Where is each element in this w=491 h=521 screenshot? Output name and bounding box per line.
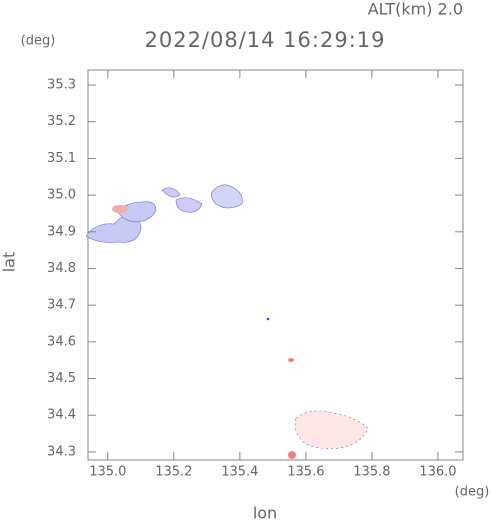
y-tick-label: 35.3 bbox=[47, 78, 76, 93]
plot-frame bbox=[87, 69, 464, 461]
x-tick-label: 135.2 bbox=[155, 465, 192, 480]
y-tick-label: 35.0 bbox=[47, 188, 76, 203]
echo-patch bbox=[85, 215, 142, 243]
x-axis-label: lon bbox=[253, 504, 277, 521]
echo-patches bbox=[85, 184, 369, 459]
y-axis-label: lat bbox=[0, 252, 19, 273]
x-tick-label: 135.4 bbox=[221, 465, 258, 480]
x-unit: (deg) bbox=[455, 485, 490, 500]
altitude-label: ALT(km) 2.0 bbox=[368, 0, 463, 19]
echo-patch bbox=[175, 197, 203, 213]
echo-patch bbox=[288, 358, 294, 362]
y-tick-label: 34.9 bbox=[47, 224, 76, 239]
x-tick-label: 136.0 bbox=[419, 465, 456, 480]
echo-patch bbox=[161, 187, 181, 198]
y-tick-label: 34.7 bbox=[47, 298, 76, 313]
echo-patch bbox=[112, 205, 128, 213]
y-tick-label: 34.6 bbox=[47, 334, 76, 349]
y-tick-label: 34.8 bbox=[47, 261, 76, 276]
echo-patch bbox=[211, 184, 243, 209]
echo-patch bbox=[294, 410, 369, 449]
x-tick-label: 135.8 bbox=[353, 465, 390, 480]
echo-patch bbox=[266, 317, 270, 321]
echo-patch bbox=[288, 451, 296, 459]
y-unit: (deg) bbox=[21, 34, 56, 49]
echo-patch bbox=[117, 201, 157, 223]
y-tick-label: 34.4 bbox=[47, 408, 76, 423]
chart-title: 2022/08/14 16:29:19 bbox=[144, 28, 385, 52]
y-tick-label: 35.1 bbox=[47, 151, 76, 166]
x-tick-label: 135.6 bbox=[287, 465, 324, 480]
y-tick-label: 35.2 bbox=[47, 114, 76, 129]
x-tick-label: 135.0 bbox=[89, 465, 126, 480]
y-tick-label: 34.5 bbox=[47, 371, 76, 386]
y-tick-label: 34.3 bbox=[47, 444, 76, 459]
